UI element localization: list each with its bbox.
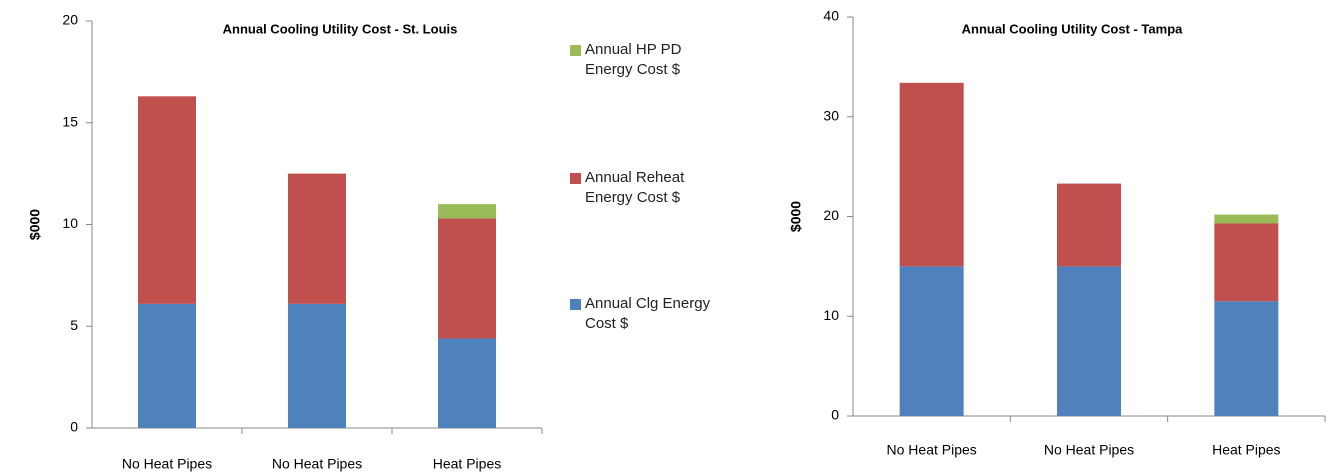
y-tick-label: 20 — [62, 12, 78, 28]
bar-segment — [138, 303, 196, 428]
legend-swatch — [570, 45, 581, 56]
legend-item: Annual Reheat Energy Cost $ — [570, 168, 730, 208]
x-tick-label: No Heat Pipes — [272, 456, 362, 472]
bar-segment — [438, 204, 496, 219]
bar-segment — [1057, 183, 1121, 267]
bar-segment — [899, 266, 964, 416]
y-tick-label: 10 — [823, 307, 839, 323]
x-tick-label: No Heat Pipes — [887, 442, 977, 458]
bar-segment — [1214, 223, 1279, 302]
legend-item: Annual HP PD Energy Cost $ — [570, 40, 730, 80]
bar-segment — [1214, 301, 1279, 416]
y-tick-label: 15 — [62, 113, 78, 129]
bar-segment — [1214, 214, 1279, 224]
y-tick-label: 10 — [62, 215, 78, 231]
bar-segment — [438, 218, 496, 339]
bar-segment — [138, 96, 196, 304]
y-tick-label: 0 — [831, 407, 839, 423]
y-tick-label: 5 — [70, 317, 78, 333]
y-tick-label: 20 — [823, 207, 839, 223]
bar-segment — [438, 338, 496, 428]
legend-label: Annual HP PD Energy Cost $ — [585, 41, 682, 78]
x-tick-label: No Heat Pipes — [122, 456, 212, 472]
x-tick-label: Heat Pipes — [1212, 442, 1280, 458]
y-axis-label: $000 — [27, 209, 43, 240]
chart-title: Annual Cooling Utility Cost - St. Louis — [223, 21, 458, 36]
legend-swatch — [570, 299, 581, 310]
bar-segment — [1057, 266, 1121, 416]
bar-segment — [288, 303, 346, 428]
y-tick-label: 40 — [823, 8, 839, 24]
x-tick-label: Heat Pipes — [433, 456, 501, 472]
chart-title: Annual Cooling Utility Cost - Tampa — [962, 21, 1184, 36]
bar-segment — [899, 82, 964, 267]
x-tick-label: No Heat Pipes — [1044, 442, 1134, 458]
y-tick-label: 30 — [823, 107, 839, 123]
bar-segment — [288, 173, 346, 304]
legend-item: Annual Clg Energy Cost $ — [570, 294, 730, 334]
y-axis-label: $000 — [788, 201, 804, 232]
y-tick-label: 0 — [70, 419, 78, 435]
legend-label: Annual Clg Energy Cost $ — [585, 295, 711, 332]
legend-label: Annual Reheat Energy Cost $ — [585, 169, 685, 206]
legend-swatch — [570, 173, 581, 184]
